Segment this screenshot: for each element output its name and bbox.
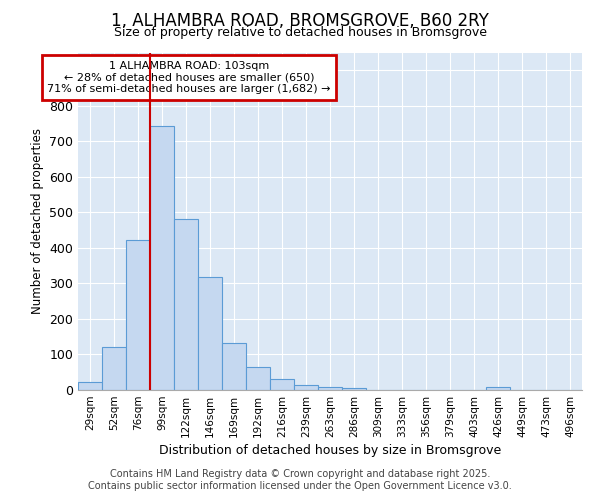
Bar (342, 388, 366, 390)
Bar (174, 219, 198, 390)
Bar (78, 382, 102, 390)
Bar (318, 387, 342, 390)
X-axis label: Distribution of detached houses by size in Bromsgrove: Distribution of detached houses by size … (159, 444, 501, 457)
Bar (198, 277, 222, 390)
Text: 1, ALHAMBRA ROAD, BROMSGROVE, B60 2RY: 1, ALHAMBRA ROAD, BROMSGROVE, B60 2RY (111, 12, 489, 30)
Bar (126, 240, 150, 390)
Bar (294, 384, 318, 390)
Bar (222, 343, 246, 390)
Text: 1 ALHAMBRA ROAD: 103sqm
← 28% of detached houses are smaller (650)
71% of semi-d: 1 ALHAMBRA ROAD: 103sqm ← 28% of detache… (47, 61, 331, 94)
Y-axis label: Number of detached properties: Number of detached properties (31, 128, 44, 314)
Bar (102, 346, 126, 390)
Bar (150, 126, 174, 390)
Bar (270, 378, 294, 390)
Bar (486, 387, 510, 390)
Bar (246, 367, 270, 390)
Text: Contains HM Land Registry data © Crown copyright and database right 2025.
Contai: Contains HM Land Registry data © Crown c… (88, 470, 512, 491)
Text: Size of property relative to detached houses in Bromsgrove: Size of property relative to detached ho… (113, 26, 487, 39)
